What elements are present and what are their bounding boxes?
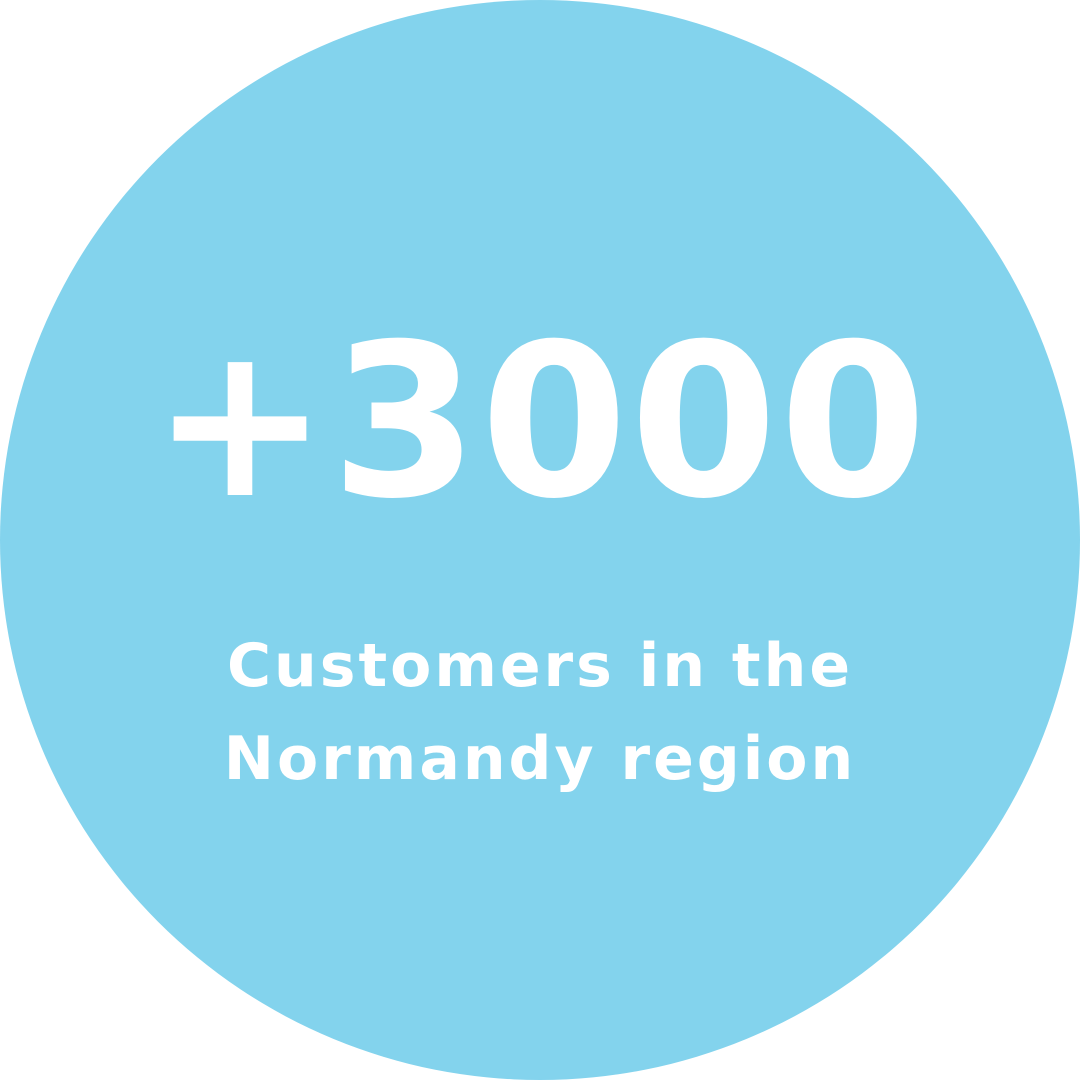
caption-line-2: Normandy region bbox=[223, 724, 857, 794]
stat-value: +3000 bbox=[151, 298, 929, 545]
stat-caption: Customers in the Normandy region bbox=[140, 620, 940, 806]
caption-line-1: Customers in the bbox=[226, 631, 854, 701]
